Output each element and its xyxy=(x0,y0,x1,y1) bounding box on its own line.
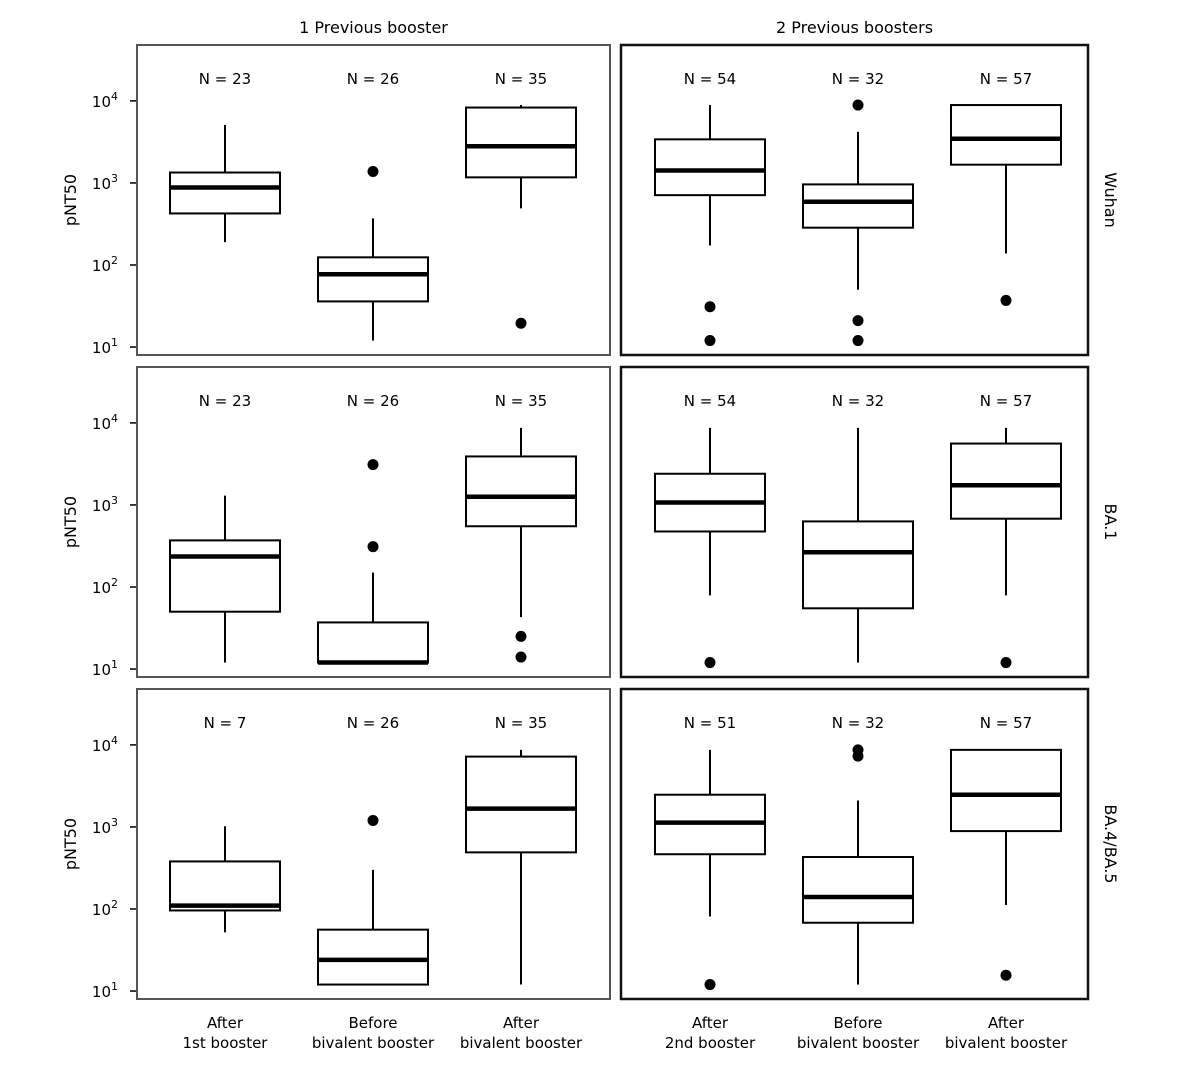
n-label: N = 26 xyxy=(347,70,399,88)
row-label: BA.4/BA.5 xyxy=(1101,804,1120,883)
box xyxy=(950,442,1062,520)
x-category-label: Before xyxy=(348,1014,397,1032)
y-tick-label: 102 xyxy=(92,576,118,597)
box xyxy=(169,860,281,912)
y-tick-label: 102 xyxy=(92,898,118,919)
x-category-label: After xyxy=(988,1014,1025,1032)
n-label: N = 32 xyxy=(832,70,884,88)
box xyxy=(317,621,429,664)
box xyxy=(317,256,429,303)
y-tick-label: 101 xyxy=(92,980,118,1001)
outlier-point xyxy=(852,99,864,111)
box xyxy=(317,928,429,986)
outlier-point xyxy=(852,315,864,327)
n-label: N = 26 xyxy=(347,714,399,732)
y-axis-label: pNT50 xyxy=(61,174,80,226)
y-tick-label: 101 xyxy=(92,336,118,357)
panel-border xyxy=(136,688,611,1000)
panel: N = 54 N = 32 N = 57 xyxy=(619,43,1090,357)
n-label: N = 35 xyxy=(495,714,547,732)
outlier-point xyxy=(704,979,716,991)
y-tick-label: 102 xyxy=(92,254,118,275)
x-category-label: 1st booster xyxy=(183,1034,269,1052)
n-label: N = 57 xyxy=(980,714,1032,732)
outlier-point xyxy=(852,750,864,762)
y-tick-label: 103 xyxy=(92,494,118,515)
panel: N = 23 N = 26 N = 35 xyxy=(136,366,611,678)
panel-border xyxy=(619,687,1090,1001)
y-tick-label: 103 xyxy=(92,172,118,193)
n-label: N = 23 xyxy=(199,70,251,88)
n-label: N = 54 xyxy=(684,392,736,410)
box xyxy=(950,104,1062,166)
n-label: N = 57 xyxy=(980,70,1032,88)
panel-border xyxy=(136,44,611,356)
box xyxy=(654,138,766,197)
outlier-point xyxy=(367,814,379,826)
box xyxy=(802,856,914,924)
box xyxy=(465,106,577,179)
n-label: N = 26 xyxy=(347,392,399,410)
panel: N = 7 N = 26 N = 35 xyxy=(136,688,611,1000)
y-axis-label: pNT50 xyxy=(61,496,80,548)
column-title: 2 Previous boosters xyxy=(776,18,933,37)
x-category-label: bivalent booster xyxy=(460,1034,583,1052)
x-category-label: Before xyxy=(833,1014,882,1032)
outlier-point xyxy=(1000,294,1012,306)
box xyxy=(169,539,281,613)
outlier-point xyxy=(367,459,379,471)
n-label: N = 35 xyxy=(495,70,547,88)
y-tick-label: 104 xyxy=(92,734,118,755)
outlier-point xyxy=(515,317,527,329)
box xyxy=(465,755,577,854)
panel-border xyxy=(136,366,611,678)
n-label: N = 51 xyxy=(684,714,736,732)
outlier-point xyxy=(515,630,527,642)
outlier-point xyxy=(515,651,527,663)
panel-border xyxy=(619,43,1090,357)
box xyxy=(169,171,281,215)
x-category-label: After xyxy=(207,1014,244,1032)
box xyxy=(802,183,914,229)
outlier-point xyxy=(704,657,716,669)
outlier-point xyxy=(852,335,864,347)
panel-border xyxy=(619,365,1090,679)
outlier-point xyxy=(367,541,379,553)
outlier-point xyxy=(367,165,379,177)
n-label: N = 7 xyxy=(204,714,247,732)
row-label: Wuhan xyxy=(1101,172,1120,227)
outlier-point xyxy=(1000,657,1012,669)
row-label: BA.1 xyxy=(1101,504,1120,541)
y-tick-label: 101 xyxy=(92,658,118,679)
x-category-label: After xyxy=(692,1014,729,1032)
y-tick-label: 104 xyxy=(92,90,118,111)
n-label: N = 23 xyxy=(199,392,251,410)
box xyxy=(465,455,577,528)
n-label: N = 35 xyxy=(495,392,547,410)
x-category-label: 2nd booster xyxy=(665,1034,756,1052)
panel: N = 54 N = 32 N = 57 xyxy=(619,365,1090,679)
x-category-label: bivalent booster xyxy=(312,1034,435,1052)
y-tick-label: 103 xyxy=(92,816,118,837)
panel: N = 23 N = 26 N = 35 xyxy=(136,44,611,356)
column-title: 1 Previous booster xyxy=(299,18,448,37)
y-axis-label: pNT50 xyxy=(61,818,80,870)
x-category-label: bivalent booster xyxy=(797,1034,920,1052)
panel: N = 51 N = 32 N = 57 xyxy=(619,687,1090,1001)
x-category-label: After xyxy=(503,1014,540,1032)
n-label: N = 32 xyxy=(832,714,884,732)
n-label: N = 57 xyxy=(980,392,1032,410)
outlier-point xyxy=(704,335,716,347)
box xyxy=(950,748,1062,833)
outlier-point xyxy=(1000,969,1012,981)
y-tick-label: 104 xyxy=(92,412,118,433)
box xyxy=(802,520,914,610)
n-label: N = 32 xyxy=(832,392,884,410)
outlier-point xyxy=(704,301,716,313)
x-category-label: bivalent booster xyxy=(945,1034,1068,1052)
n-label: N = 54 xyxy=(684,70,736,88)
